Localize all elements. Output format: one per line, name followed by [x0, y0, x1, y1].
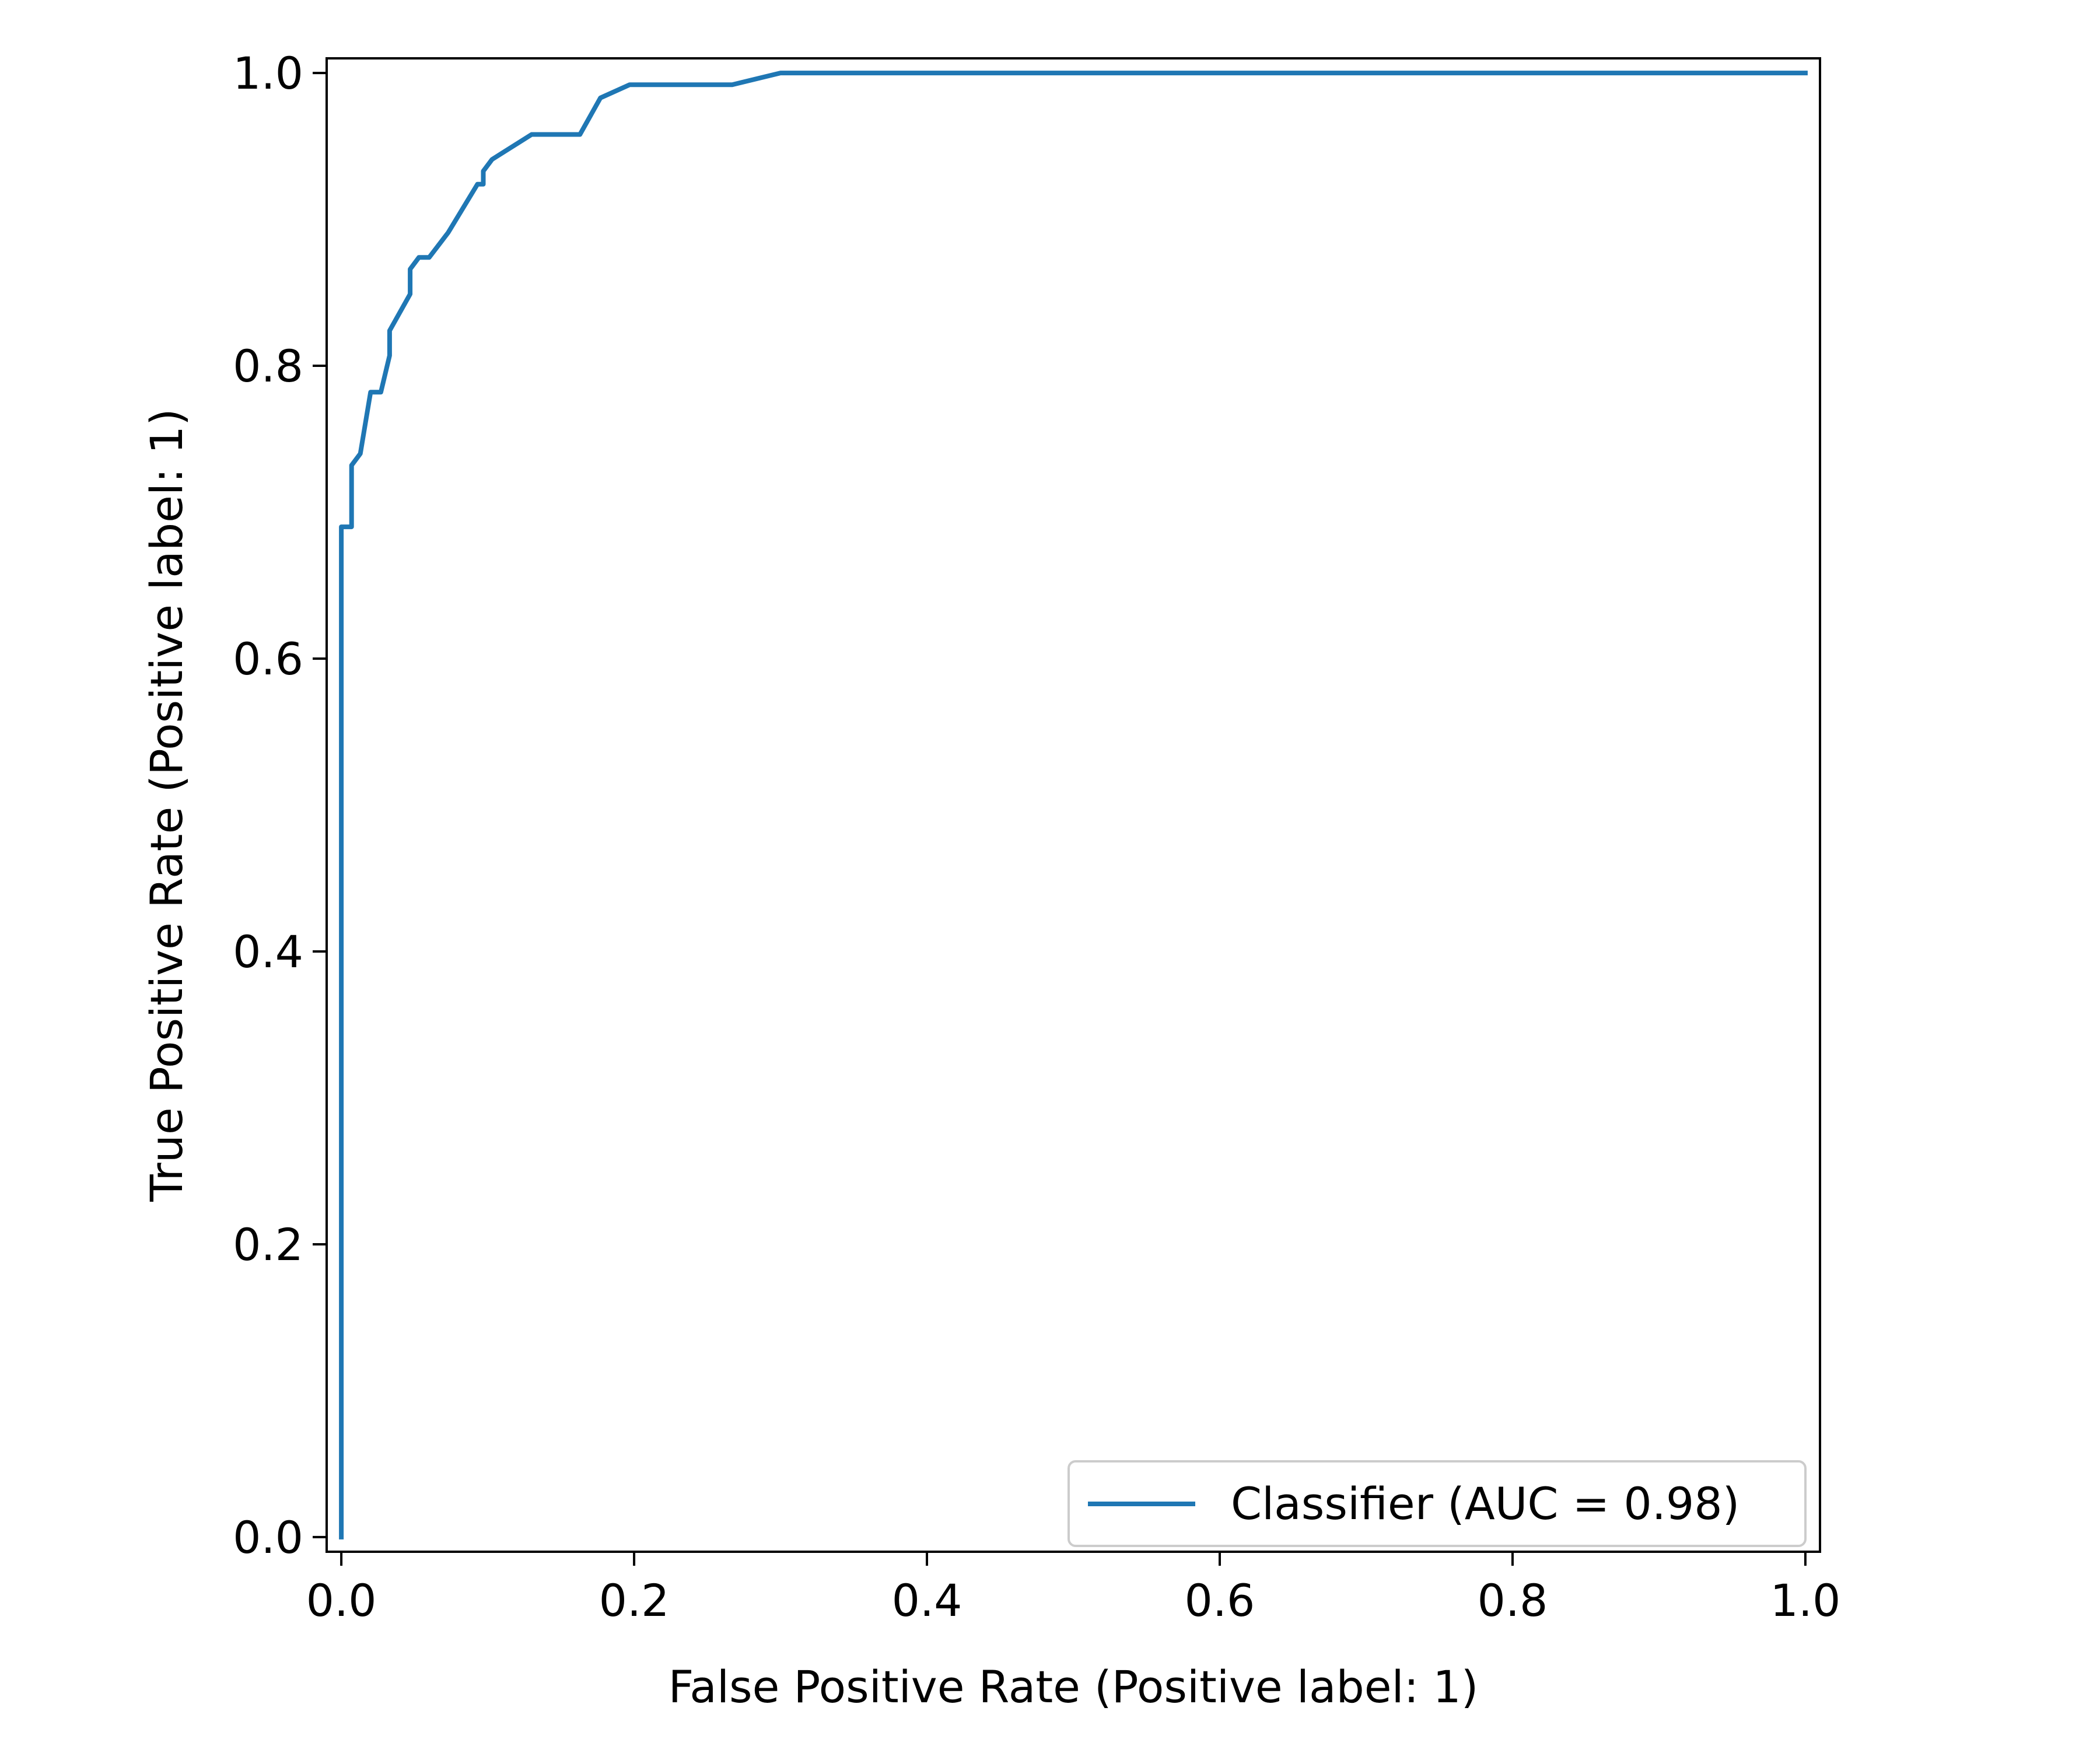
series-layer: [339, 71, 1808, 1539]
y-tick-label: 0.2: [233, 1219, 303, 1271]
x-tick-label: 0.8: [1478, 1574, 1548, 1626]
plot-frame: [326, 57, 1821, 1553]
x-tick-label: 0.4: [892, 1574, 963, 1626]
ticks-layer: 0.0 0.2 0.4 0.6 0.8 1.0 0.0 0.2 0.4 0.6 0.8 1.0: [233, 47, 1840, 1626]
y-tick-label: 0.4: [233, 926, 303, 978]
y-axis-label: True Positive Rate (Positive label: 1): [141, 408, 192, 1202]
legend-entry-classifier: Classifier (AUC = 0.98): [1231, 1478, 1740, 1530]
roc-curve-line: [339, 71, 1808, 1539]
x-tick-label: 0.0: [306, 1574, 377, 1626]
y-tick-label: 0.0: [233, 1511, 303, 1563]
x-axis-label: False Positive Rate (Positive label: 1): [668, 1661, 1479, 1713]
x-tick-label: 0.2: [599, 1574, 670, 1626]
legend-box: [1068, 1460, 1807, 1547]
x-tick-label: 1.0: [1770, 1574, 1840, 1626]
y-tick-label: 0.6: [233, 633, 303, 685]
y-tick-label: 0.8: [233, 340, 303, 392]
y-tick-label: 1.0: [233, 47, 303, 99]
legend: Classifier (AUC = 0.98): [1068, 1460, 1807, 1547]
x-tick-label: 0.6: [1185, 1574, 1255, 1626]
